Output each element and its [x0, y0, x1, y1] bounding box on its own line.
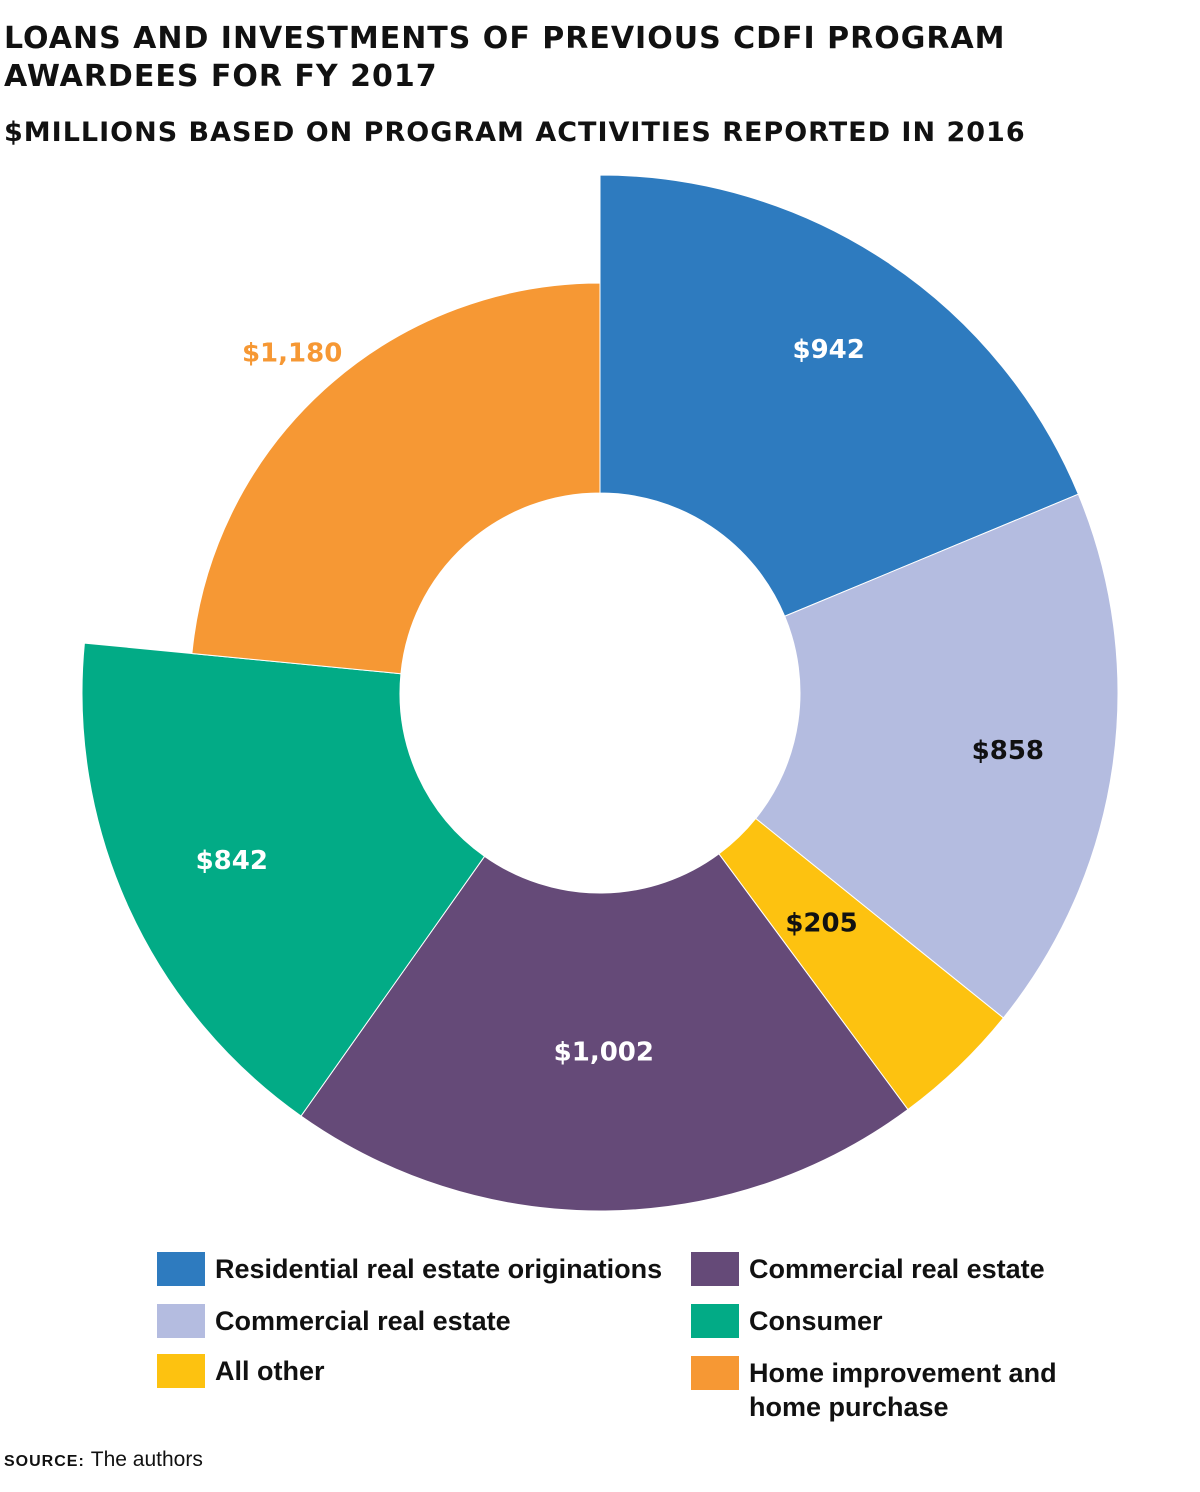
legend-swatch: [157, 1304, 205, 1338]
chart-subtitle: $MILLIONS BASED ON PROGRAM ACTIVITIES RE…: [4, 117, 1026, 148]
legend-label: Consumer: [749, 1306, 883, 1336]
slice-value-label: $858: [972, 736, 1044, 766]
legend-item-residential: Residential real estate originations: [157, 1252, 662, 1286]
chart-title: LOANS AND INVESTMENTS OF PREVIOUS CDFI P…: [4, 21, 1006, 94]
legend-label: Home improvement and home purchase: [749, 1358, 1057, 1422]
donut-slice: [755, 493, 1119, 1019]
donut-slice: [191, 282, 601, 675]
donut-slice: [300, 853, 909, 1212]
slice-value-label: $1,002: [554, 1037, 654, 1067]
slice-value-label: $205: [785, 908, 857, 938]
legend-item-commercial-light: Commercial real estate: [157, 1304, 511, 1338]
legend-swatch: [691, 1304, 739, 1338]
legend-item-all-other: All other: [157, 1354, 325, 1388]
legend-item-commercial-dark: Commercial real estate: [691, 1252, 1045, 1286]
source-text: The authors: [90, 1448, 203, 1471]
legend-label: All other: [215, 1356, 325, 1386]
slice-value-label: $1,180: [242, 338, 342, 368]
donut-chart: $942 $858 $205 $1,002 $842 $1,180: [81, 174, 1119, 1212]
donut-slice: [599, 174, 1079, 617]
source-label: SOURCE:: [4, 1453, 85, 1470]
legend-swatch: [157, 1354, 205, 1388]
donut-slice: [81, 642, 486, 1117]
slice-value-label: $942: [793, 335, 865, 365]
legend-item-home-improvement: Home improvement and home purchase: [691, 1356, 1057, 1424]
slice-value-label: $842: [196, 846, 268, 876]
legend-item-consumer: Consumer: [691, 1304, 883, 1338]
legend-swatch: [691, 1356, 739, 1390]
legend-label: Commercial real estate: [215, 1306, 511, 1336]
legend-swatch: [157, 1252, 205, 1286]
legend-swatch: [691, 1252, 739, 1286]
source-note: SOURCE: The authors: [4, 1448, 203, 1472]
legend-label: Residential real estate originations: [215, 1254, 663, 1284]
legend-label: Commercial real estate: [749, 1254, 1045, 1284]
